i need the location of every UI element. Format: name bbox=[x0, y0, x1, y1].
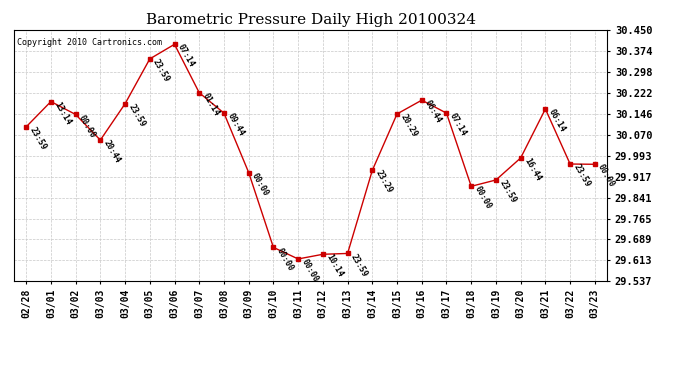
Text: 23:59: 23:59 bbox=[28, 126, 48, 152]
Text: 16:44: 16:44 bbox=[522, 157, 542, 183]
Text: 20:44: 20:44 bbox=[101, 139, 122, 165]
Text: 00:00: 00:00 bbox=[275, 246, 295, 272]
Text: 00:00: 00:00 bbox=[299, 258, 320, 284]
Text: Copyright 2010 Cartronics.com: Copyright 2010 Cartronics.com bbox=[17, 38, 161, 46]
Text: 00:00: 00:00 bbox=[77, 113, 97, 139]
Title: Barometric Pressure Daily High 20100324: Barometric Pressure Daily High 20100324 bbox=[146, 13, 475, 27]
Text: 23:59: 23:59 bbox=[571, 163, 592, 189]
Text: 01:14: 01:14 bbox=[201, 92, 221, 117]
Text: 23:29: 23:29 bbox=[374, 169, 394, 195]
Text: 00:00: 00:00 bbox=[473, 185, 493, 211]
Text: 23:59: 23:59 bbox=[126, 102, 147, 129]
Text: 20:29: 20:29 bbox=[398, 112, 419, 139]
Text: 10:14: 10:14 bbox=[324, 253, 344, 279]
Text: 07:14: 07:14 bbox=[176, 43, 196, 69]
Text: 23:59: 23:59 bbox=[349, 252, 369, 278]
Text: 06:14: 06:14 bbox=[546, 108, 567, 134]
Text: 00:00: 00:00 bbox=[250, 171, 270, 197]
Text: 09:44: 09:44 bbox=[226, 112, 246, 138]
Text: 13:14: 13:14 bbox=[52, 100, 72, 126]
Text: 00:00: 00:00 bbox=[596, 163, 617, 189]
Text: 06:44: 06:44 bbox=[423, 99, 444, 125]
Text: 23:59: 23:59 bbox=[151, 57, 172, 84]
Text: 07:14: 07:14 bbox=[448, 112, 469, 138]
Text: 23:59: 23:59 bbox=[497, 178, 518, 205]
